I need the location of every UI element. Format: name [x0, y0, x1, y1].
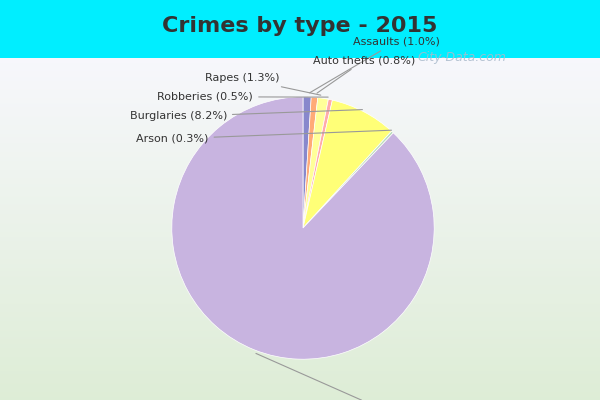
Text: Auto thefts (0.8%): Auto thefts (0.8%): [313, 55, 416, 93]
Text: Crimes by type - 2015: Crimes by type - 2015: [163, 16, 437, 36]
Text: City-Data.com: City-Data.com: [418, 51, 506, 64]
Text: Rapes (1.3%): Rapes (1.3%): [205, 74, 321, 95]
Wedge shape: [303, 131, 394, 228]
Text: Assaults (1.0%): Assaults (1.0%): [310, 37, 440, 93]
Wedge shape: [303, 100, 392, 228]
Text: Thefts (88.0%): Thefts (88.0%): [256, 354, 423, 400]
Text: Burglaries (8.2%): Burglaries (8.2%): [130, 110, 362, 122]
Text: Arson (0.3%): Arson (0.3%): [136, 130, 391, 144]
Wedge shape: [172, 97, 434, 359]
Text: Robberies (0.5%): Robberies (0.5%): [157, 92, 328, 102]
Wedge shape: [303, 97, 318, 228]
Wedge shape: [303, 97, 311, 228]
Wedge shape: [303, 99, 332, 228]
Wedge shape: [303, 98, 328, 228]
